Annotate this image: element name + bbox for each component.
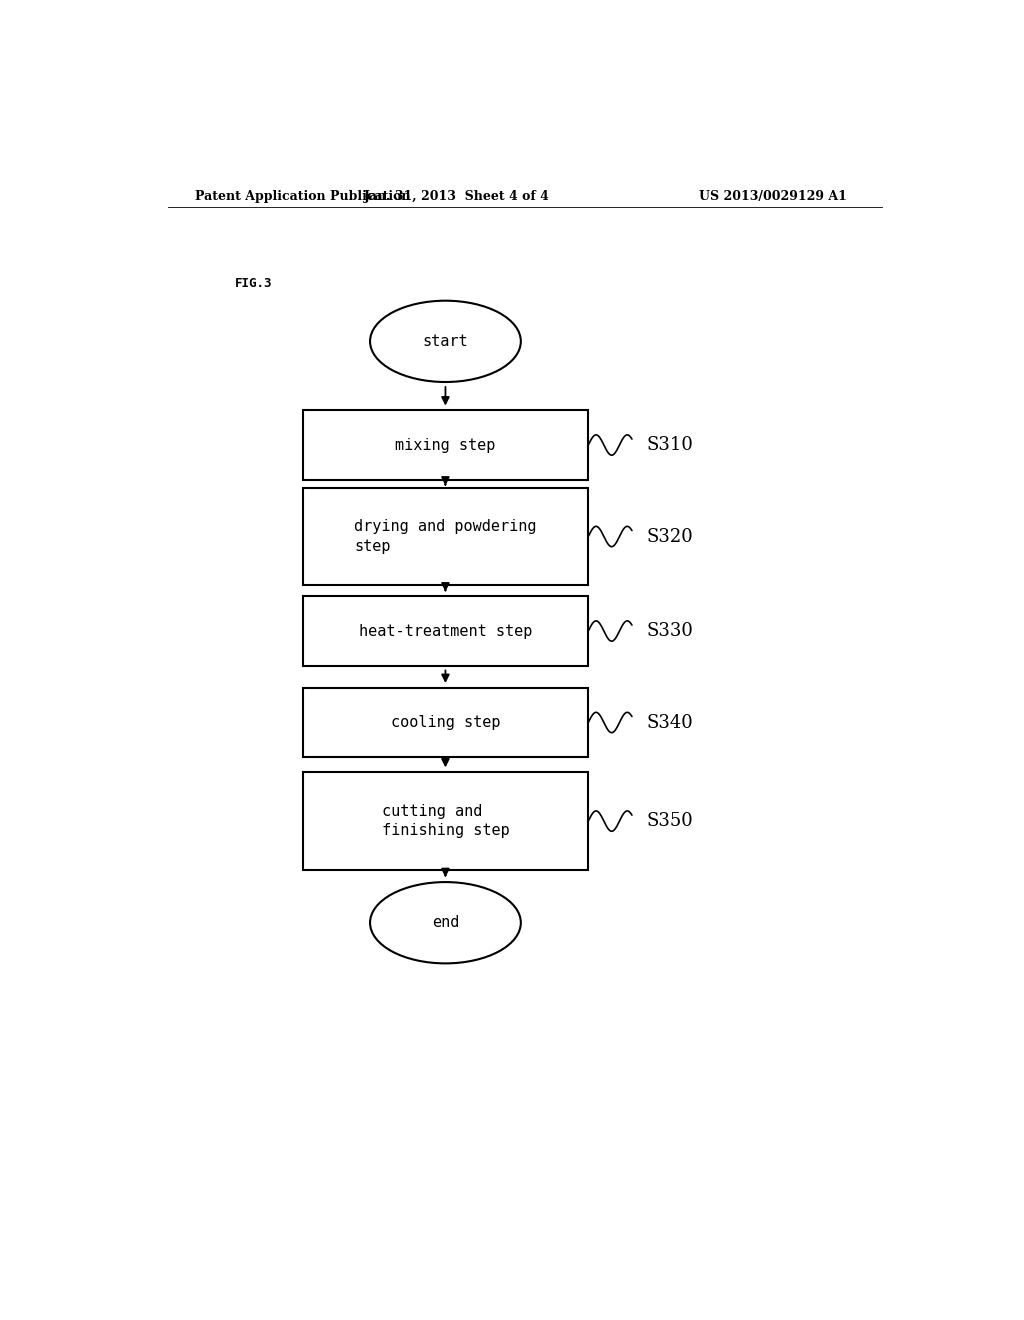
Text: end: end xyxy=(432,915,459,931)
FancyBboxPatch shape xyxy=(303,487,588,585)
Text: US 2013/0029129 A1: US 2013/0029129 A1 xyxy=(699,190,847,202)
Text: Patent Application Publication: Patent Application Publication xyxy=(196,190,411,202)
FancyBboxPatch shape xyxy=(303,411,588,479)
Text: S350: S350 xyxy=(646,812,693,830)
Text: Jan. 31, 2013  Sheet 4 of 4: Jan. 31, 2013 Sheet 4 of 4 xyxy=(365,190,550,202)
Ellipse shape xyxy=(370,301,521,381)
Text: S310: S310 xyxy=(646,436,693,454)
Text: cooling step: cooling step xyxy=(391,715,500,730)
Text: S330: S330 xyxy=(646,622,693,640)
Text: start: start xyxy=(423,334,468,348)
FancyBboxPatch shape xyxy=(303,688,588,758)
Ellipse shape xyxy=(370,882,521,964)
Text: drying and powdering
step: drying and powdering step xyxy=(354,519,537,554)
Text: FIG.3: FIG.3 xyxy=(236,277,272,290)
Text: cutting and
finishing step: cutting and finishing step xyxy=(382,804,509,838)
Text: heat-treatment step: heat-treatment step xyxy=(358,623,532,639)
Text: mixing step: mixing step xyxy=(395,437,496,453)
Text: S340: S340 xyxy=(646,714,693,731)
Text: S320: S320 xyxy=(646,528,693,545)
FancyBboxPatch shape xyxy=(303,597,588,665)
FancyBboxPatch shape xyxy=(303,772,588,870)
